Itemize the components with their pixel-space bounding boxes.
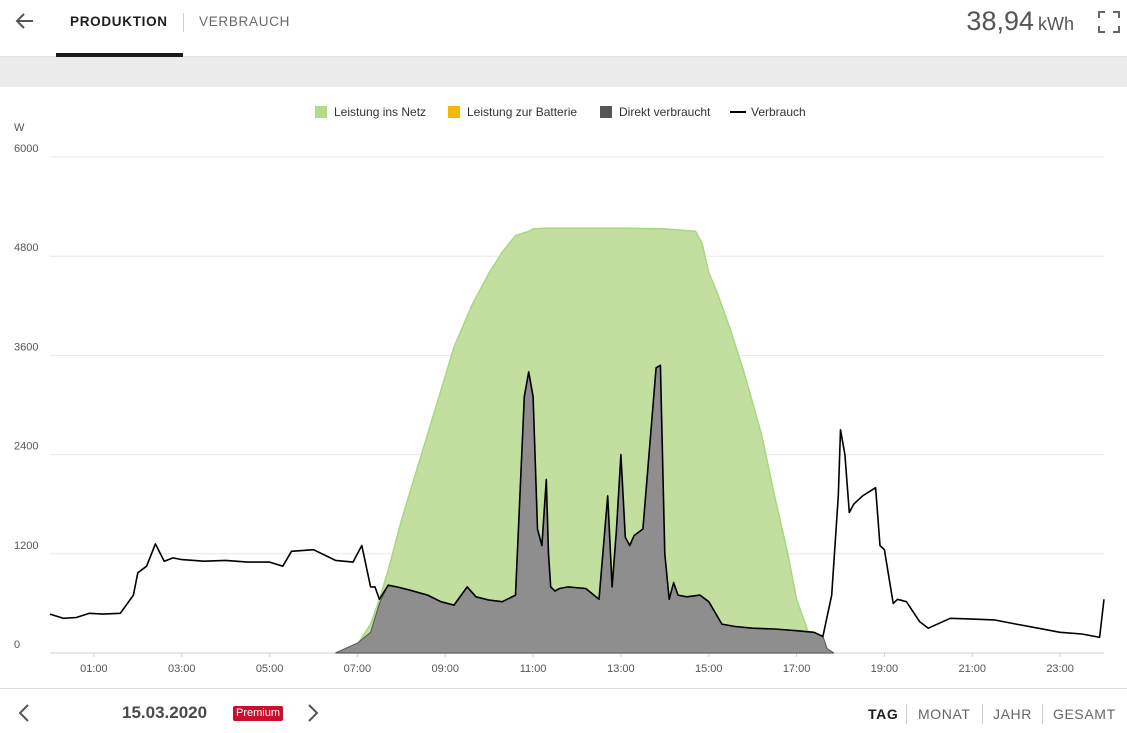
period-monat[interactable]: MONAT [918, 706, 971, 722]
x-tick-label: 21:00 [958, 663, 986, 675]
x-tick-label: 05:00 [256, 663, 284, 675]
chevron-right-icon [308, 704, 319, 722]
previous-day-button[interactable] [14, 702, 34, 724]
period-tag[interactable]: TAG [868, 706, 899, 722]
tab-produktion[interactable]: PRODUKTION [70, 14, 168, 29]
x-tick-label: 15:00 [695, 663, 723, 675]
x-tick-label: 13:00 [607, 663, 635, 675]
legend-label: Leistung ins Netz [334, 105, 426, 119]
y-tick-label: 3600 [14, 341, 38, 353]
total-energy-unit: kWh [1038, 14, 1074, 34]
legend-label: Leistung zur Batterie [467, 105, 577, 119]
y-tick-label: 0 [14, 639, 20, 651]
legend-label: Direkt verbraucht [619, 105, 711, 119]
y-axis-unit: W [14, 122, 25, 134]
y-tick-label: 1200 [14, 540, 38, 552]
period-gesamt[interactable]: GESAMT [1053, 706, 1116, 722]
legend-swatch [600, 106, 612, 118]
fullscreen-icon[interactable] [1097, 10, 1121, 34]
y-tick-label: 2400 [14, 441, 38, 453]
x-tick-label: 01:00 [80, 663, 108, 675]
period-divider [1042, 704, 1043, 724]
legend-swatch [315, 106, 327, 118]
period-divider [982, 704, 983, 724]
period-divider [906, 704, 907, 724]
total-energy-value: 38,94 [966, 6, 1034, 36]
x-tick-label: 09:00 [431, 663, 459, 675]
next-day-button[interactable] [303, 702, 323, 724]
series-verbrauch-line [49, 364, 1105, 639]
legend-label: Verbrauch [751, 105, 806, 119]
chevron-left-icon [18, 704, 29, 722]
total-energy: 38,94 kWh [966, 6, 1074, 37]
y-tick-label: 4800 [14, 242, 38, 254]
arrow-left-icon[interactable] [12, 8, 38, 34]
power-chart: 0 1200 2400 3600 4800 6000 W 01:00 03:00 05:00 07:… [0, 87, 1127, 688]
x-tick-label: 17:00 [783, 663, 811, 675]
x-tick-label: 07:00 [344, 663, 372, 675]
x-tick-label: 03:00 [168, 663, 196, 675]
top-header: PRODUKTION VERBRAUCH 38,94 kWh [0, 0, 1127, 57]
x-tick-label: 11:00 [520, 663, 547, 675]
header-spacer [0, 57, 1127, 87]
legend-swatch [448, 106, 460, 118]
y-tick-label: 6000 [14, 143, 38, 155]
tab-divider [183, 13, 184, 32]
x-tick-label: 19:00 [871, 663, 899, 675]
period-jahr[interactable]: JAHR [993, 706, 1032, 722]
premium-badge: Premium [233, 706, 284, 721]
x-tick-label: 23:00 [1046, 663, 1074, 675]
bottom-toolbar: 15.03.2020 Premium TAG MONAT JAHR GESAMT [0, 688, 1127, 733]
series-leistung-ins-netz-area [335, 227, 835, 654]
active-tab-indicator [56, 53, 183, 57]
selected-date[interactable]: 15.03.2020 [122, 703, 208, 722]
chart-canvas: 0 1200 2400 3600 4800 6000 W 01:00 03:00 05:00 07:… [14, 105, 1105, 675]
tab-verbrauch[interactable]: VERBRAUCH [199, 14, 291, 29]
